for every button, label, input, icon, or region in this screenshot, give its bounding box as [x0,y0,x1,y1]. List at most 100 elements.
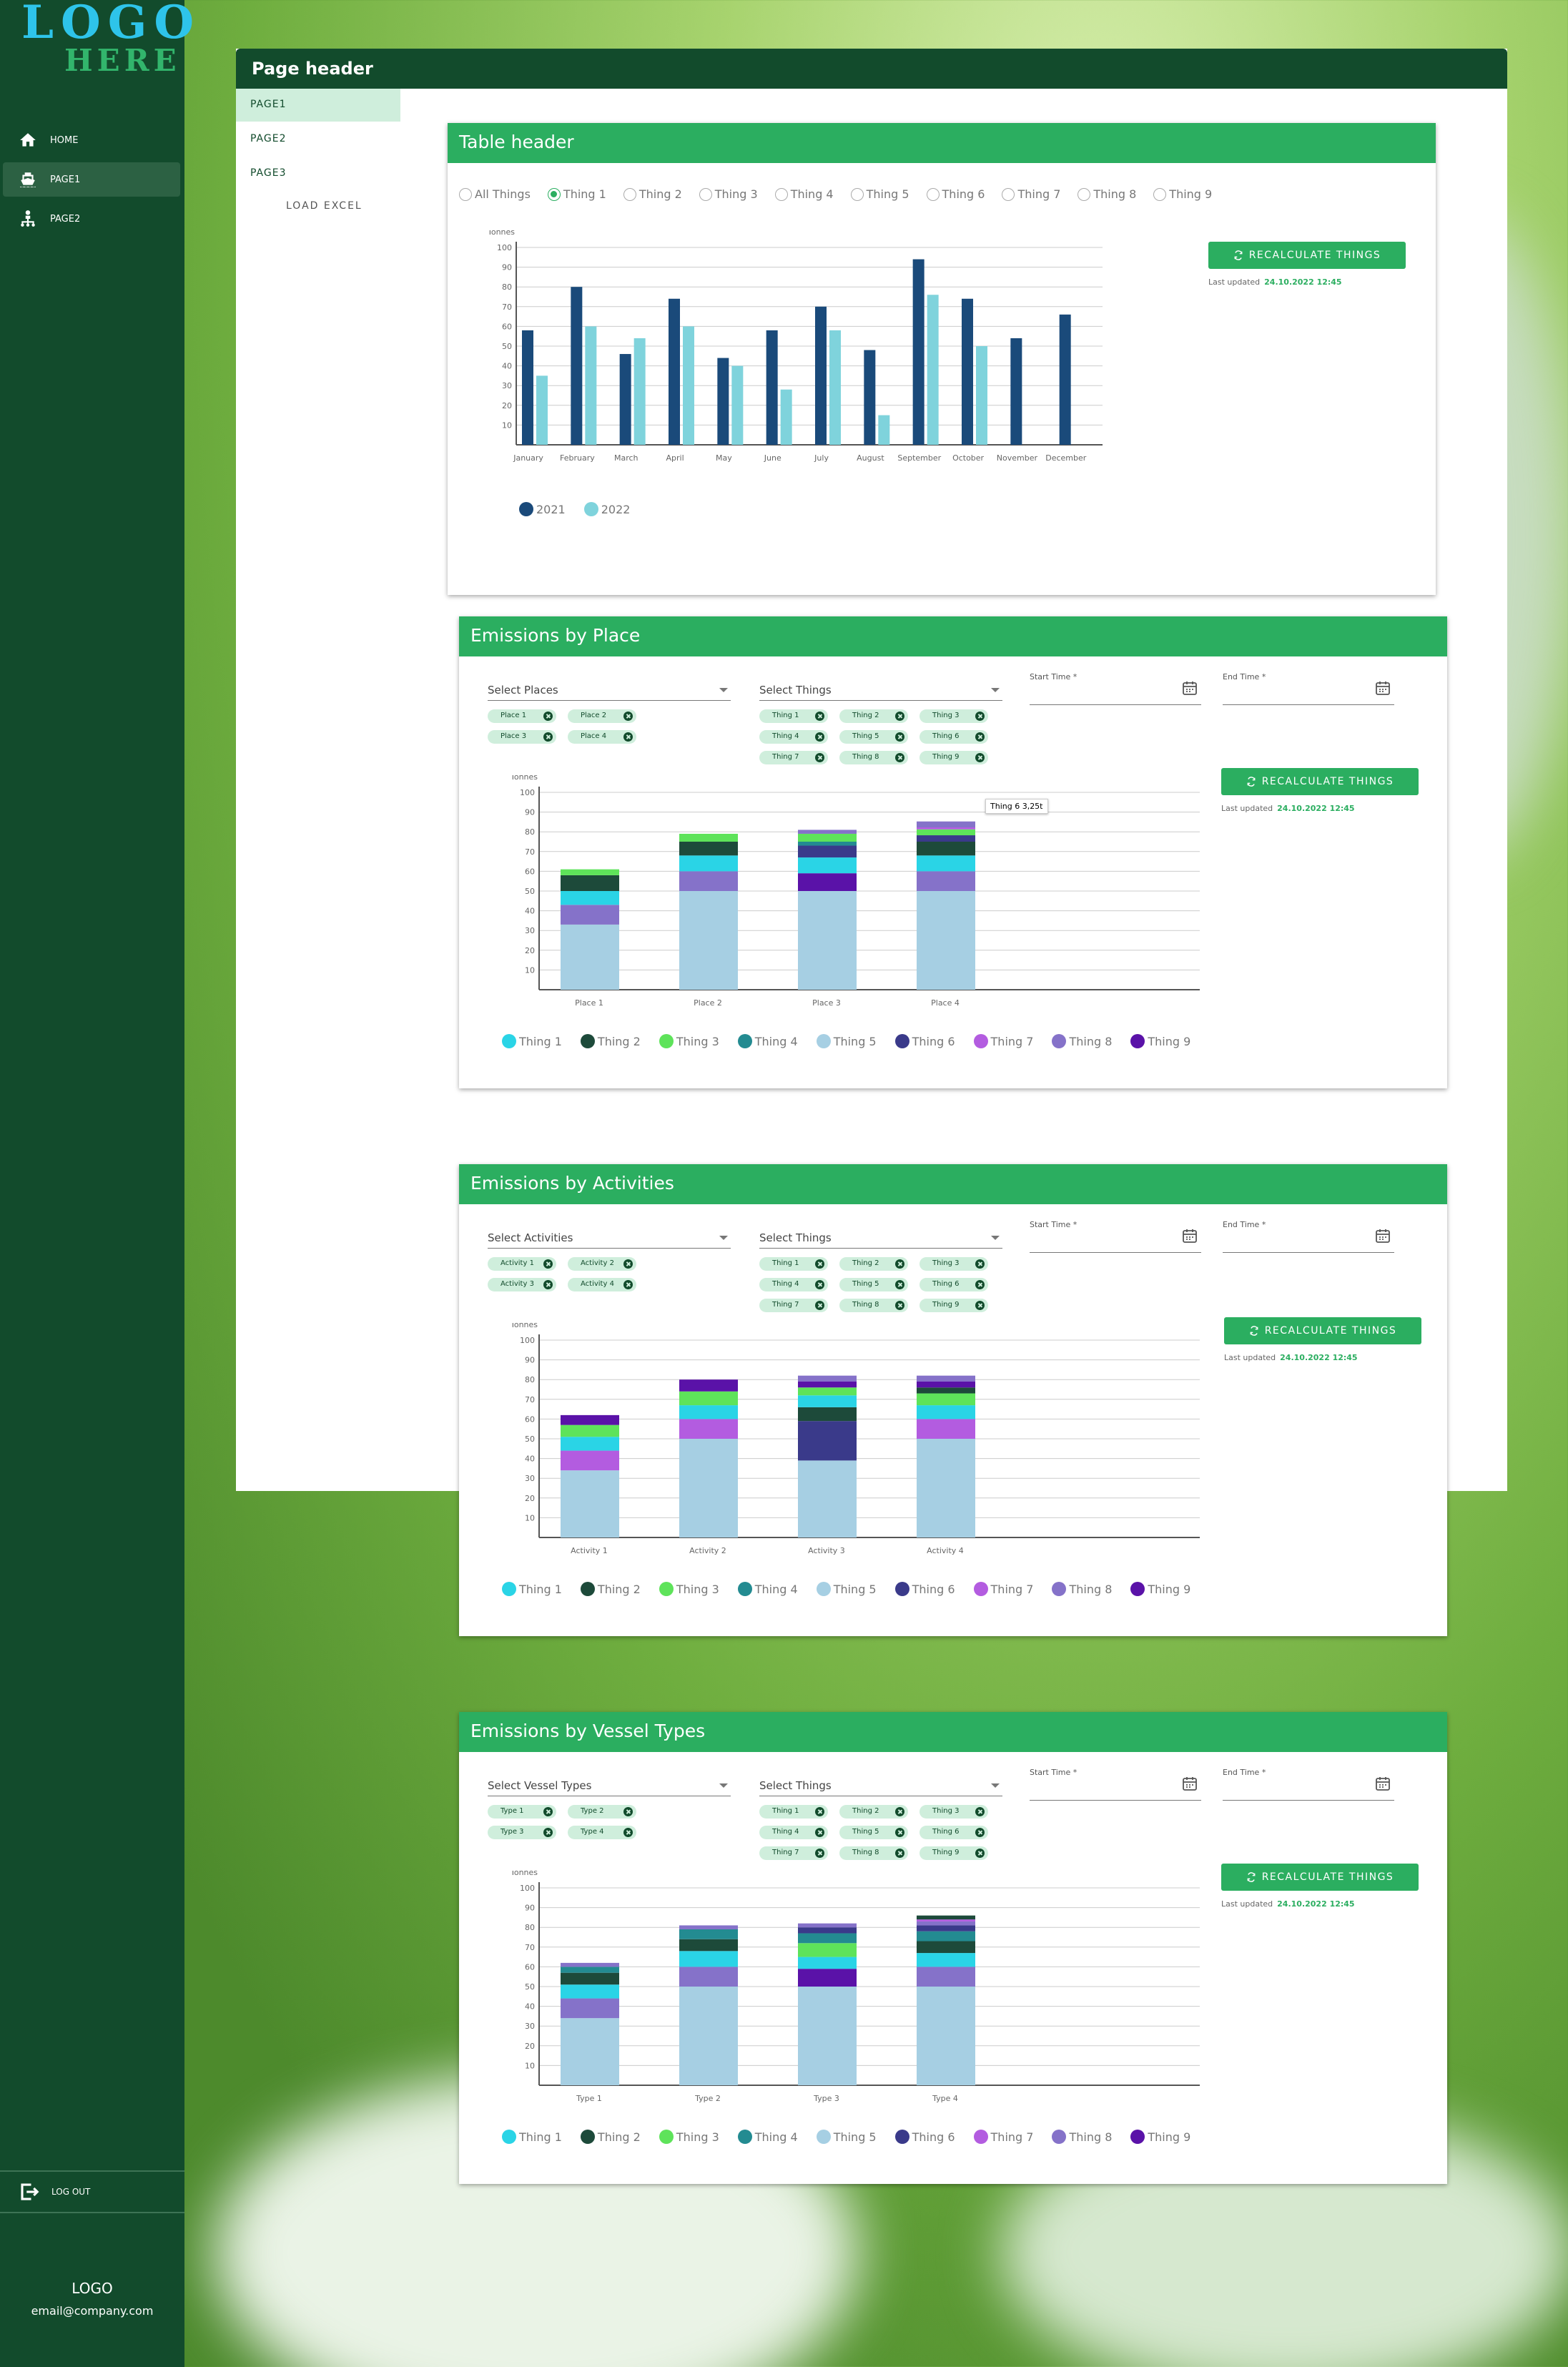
radio-option[interactable]: Thing 1 [547,187,606,201]
calendar-icon[interactable] [1374,1775,1391,1792]
radio-dot[interactable] [926,187,940,201]
chip-remove-icon[interactable] [543,1807,553,1816]
legend-item[interactable]: 2022 [583,502,630,516]
filter-chip[interactable]: Thing 8 [839,751,908,764]
chip-remove-icon[interactable] [543,1828,553,1837]
chip-remove-icon[interactable] [623,1280,633,1289]
filter-chip[interactable]: Activity 4 [568,1278,636,1291]
legend-item[interactable]: Thing 3 [659,2130,719,2144]
radio-option[interactable]: Thing 2 [623,187,682,201]
chip-remove-icon[interactable] [895,1807,904,1816]
recalculate-button[interactable]: RECALCULATE THINGS [1224,1317,1421,1344]
legend-item[interactable]: Thing 1 [502,1034,562,1048]
filter-chip[interactable]: Thing 8 [839,1846,908,1860]
chip-remove-icon[interactable] [815,1828,824,1837]
legend-item[interactable]: 2021 [519,502,566,516]
chip-remove-icon[interactable] [623,1828,633,1837]
chip-remove-icon[interactable] [975,753,985,762]
calendar-icon[interactable] [1374,1227,1391,1244]
legend-item[interactable]: Thing 8 [1052,2130,1112,2144]
chip-remove-icon[interactable] [895,1828,904,1837]
end-time-field[interactable]: End Time * [1223,1220,1394,1253]
legend-item[interactable]: Thing 7 [973,1034,1033,1048]
chip-remove-icon[interactable] [815,712,824,721]
chip-remove-icon[interactable] [543,1259,553,1269]
radio-dot[interactable] [1078,187,1091,201]
subnav-item-page1[interactable]: PAGE1 [236,89,400,122]
group-select[interactable]: Select Vessel Types [488,1772,731,1796]
legend-item[interactable]: Thing 6 [894,2130,955,2144]
chip-remove-icon[interactable] [895,712,904,721]
legend-item[interactable]: Thing 9 [1130,1034,1190,1048]
radio-option[interactable]: Thing 6 [926,187,985,201]
chip-remove-icon[interactable] [543,732,553,742]
chip-remove-icon[interactable] [895,753,904,762]
filter-chip[interactable]: Type 4 [568,1826,636,1839]
legend-item[interactable]: Thing 5 [816,1034,877,1048]
chip-remove-icon[interactable] [975,712,985,721]
filter-chip[interactable]: Thing 7 [759,1846,828,1860]
things-select[interactable]: Select Things [759,676,1002,701]
radio-dot[interactable] [850,187,864,201]
filter-chip[interactable]: Thing 1 [759,709,828,723]
radio-dot[interactable] [547,187,561,201]
filter-chip[interactable]: Thing 3 [919,1805,988,1819]
radio-option[interactable]: Thing 7 [1002,187,1060,201]
subnav-item-page2[interactable]: PAGE2 [250,133,287,144]
legend-item[interactable]: Thing 1 [502,1582,562,1596]
radio-dot[interactable] [1002,187,1015,201]
radio-dot[interactable] [1153,187,1167,201]
filter-chip[interactable]: Thing 4 [759,1826,828,1839]
legend-item[interactable]: Thing 4 [737,1582,798,1596]
filter-chip[interactable]: Activity 2 [568,1257,636,1271]
legend-item[interactable]: Thing 4 [737,2130,798,2144]
chip-remove-icon[interactable] [895,732,904,742]
chip-remove-icon[interactable] [975,732,985,742]
chip-remove-icon[interactable] [543,712,553,721]
legend-item[interactable]: Thing 5 [816,2130,877,2144]
filter-chip[interactable]: Thing 2 [839,1257,908,1271]
filter-chip[interactable]: Type 3 [488,1826,556,1839]
chip-remove-icon[interactable] [895,1301,904,1310]
legend-item[interactable]: Thing 7 [973,2130,1033,2144]
filter-chip[interactable]: Thing 5 [839,1278,908,1291]
radio-option[interactable]: Thing 3 [699,187,758,201]
calendar-icon[interactable] [1181,1775,1198,1792]
legend-item[interactable]: Thing 8 [1052,1034,1112,1048]
radio-dot[interactable] [623,187,636,201]
legend-item[interactable]: Thing 4 [737,1034,798,1048]
legend-item[interactable]: Thing 5 [816,1582,877,1596]
chip-remove-icon[interactable] [975,1280,985,1289]
chip-remove-icon[interactable] [975,1301,985,1310]
chip-remove-icon[interactable] [975,1849,985,1858]
chip-remove-icon[interactable] [815,1301,824,1310]
chip-remove-icon[interactable] [815,1259,824,1269]
legend-item[interactable]: Thing 8 [1052,1582,1112,1596]
legend-item[interactable]: Thing 6 [894,1582,955,1596]
filter-chip[interactable]: Thing 4 [759,730,828,744]
legend-item[interactable]: Thing 7 [973,1582,1033,1596]
legend-item[interactable]: Thing 2 [580,1582,641,1596]
recalculate-button[interactable]: RECALCULATE THINGS [1221,1864,1419,1891]
radio-option[interactable]: Thing 5 [850,187,909,201]
calendar-icon[interactable] [1181,679,1198,697]
subnav-item-page3[interactable]: PAGE3 [250,167,287,179]
legend-item[interactable]: Thing 3 [659,1582,719,1596]
legend-item[interactable]: Thing 6 [894,1034,955,1048]
filter-chip[interactable]: Place 2 [568,709,636,723]
chip-remove-icon[interactable] [975,1807,985,1816]
chip-remove-icon[interactable] [815,732,824,742]
chip-remove-icon[interactable] [815,1807,824,1816]
load-excel-button[interactable]: LOAD EXCEL [286,200,363,212]
filter-chip[interactable]: Thing 9 [919,1846,988,1860]
legend-item[interactable]: Thing 2 [580,1034,641,1048]
filter-chip[interactable]: Thing 6 [919,1826,988,1839]
calendar-icon[interactable] [1181,1227,1198,1244]
end-time-field[interactable]: End Time * [1223,672,1394,705]
chip-remove-icon[interactable] [623,712,633,721]
chip-remove-icon[interactable] [543,1280,553,1289]
start-time-field[interactable]: Start Time * [1030,1220,1201,1253]
start-time-field[interactable]: Start Time * [1030,672,1201,705]
filter-chip[interactable]: Thing 1 [759,1805,828,1819]
chip-remove-icon[interactable] [815,1280,824,1289]
